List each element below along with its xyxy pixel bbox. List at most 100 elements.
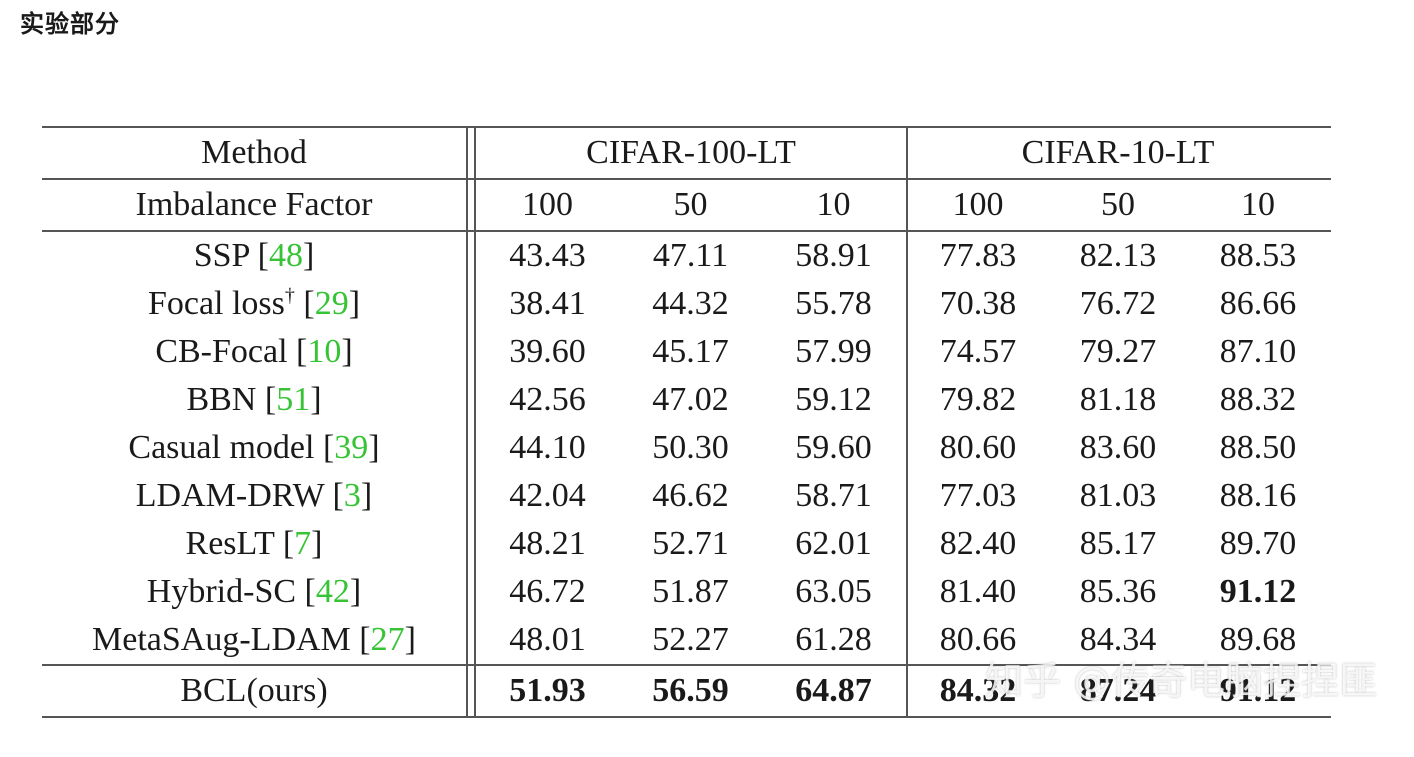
double-separator [466,280,476,328]
double-separator [466,232,476,280]
table-row: SSP [48] 43.43 47.11 58.91 77.83 82.13 88.53 [42,232,1331,280]
table-row: LDAM-DRW [3] 42.04 46.62 58.71 77.03 81.03 88.… [42,472,1331,520]
factor-cell: 50 [1101,186,1135,223]
header-row-factors: Imbalance Factor 100 50 10 100 50 10 [42,180,1331,230]
value-cell: 61.28 [795,621,872,658]
method-name: CB-Focal [10] [42,333,466,371]
citation-bracket: ] [302,237,315,274]
value-cell: 89.68 [1219,621,1297,658]
value-cell: 79.27 [1079,333,1157,370]
value-cell: 81.18 [1079,381,1157,418]
citation-bracket: [ [332,477,344,514]
value-cell: 89.70 [1219,525,1297,562]
citation-bracket: [ [304,573,316,610]
method-label: ResLT [185,525,283,562]
method-header: Method [201,134,307,171]
value-cell: 63.05 [795,573,872,610]
section-heading: 实验部分 [20,10,120,38]
value-cell: 38.41 [509,285,586,322]
imbalance-factor-label: Imbalance Factor [135,186,373,223]
method-name: SSP [48] [42,237,466,275]
method-name: Focal loss† [29] [42,285,466,323]
double-separator [466,180,476,230]
table-row-bcl: BCL(ours) 51.93 56.59 64.87 84.32 87.24 … [42,666,1331,716]
method-name: BBN [51] [42,381,466,419]
method-name: ResLT [7] [42,525,466,563]
top-rule [42,126,1331,128]
citation-bracket: ] [349,573,362,610]
value-cell: 91.12 [1219,573,1297,610]
citation-number: 51 [276,381,311,418]
method-name: LDAM-DRW [3] [42,477,466,515]
method-name: MetaSAug-LDAM [27] [42,621,466,659]
value-cell: 57.99 [795,333,872,370]
value-cell: 50.30 [652,429,729,466]
method-label: Hybrid-SC [146,573,305,610]
group-separator [906,232,908,280]
value-cell: 45.17 [652,333,729,370]
citation-bracket: [ [359,621,371,658]
method-label: MetaSAug-LDAM [92,621,360,658]
factor-cell: 10 [1241,186,1275,223]
value-cell: 82.13 [1079,237,1157,274]
value-cell: 48.21 [509,525,586,562]
citation-bracket: ] [368,429,380,466]
header-bottom-rule [42,230,1331,232]
factor-cell: 50 [673,186,708,223]
citation-number: 39 [334,429,369,466]
value-cell: 47.11 [652,237,729,274]
value-cell: 77.83 [939,237,1017,274]
group-separator [906,280,908,328]
citation-number: 3 [343,477,361,514]
value-cell: 52.27 [652,621,729,658]
double-separator [466,616,476,664]
table-body: SSP [48] 43.43 47.11 58.91 77.83 82.13 88.53 Fo… [42,232,1331,664]
value-cell: 74.57 [939,333,1017,370]
method-label: SSP [193,237,258,274]
citation-number: 27 [370,621,405,658]
group-separator [906,472,908,520]
value-cell: 58.91 [795,237,872,274]
method-name: Casual model [39] [42,429,466,467]
table-row: MetaSAug-LDAM [27] 48.01 52.27 61.28 80.66 84… [42,616,1331,664]
citation-bracket: [ [257,237,269,274]
dagger-mark: † [284,284,295,307]
group-separator [906,128,908,178]
value-cell: 81.03 [1079,477,1157,514]
double-separator [466,424,476,472]
citation-bracket: ] [360,477,373,514]
value-cell: 51.87 [652,573,729,610]
value-cell: 87.10 [1219,333,1297,370]
value-cell: 44.32 [652,285,729,322]
method-label: LDAM-DRW [135,477,333,514]
citation-bracket: ] [348,285,361,322]
table-row: Hybrid-SC [42] 46.72 51.87 63.05 81.40 85.36 9… [42,568,1331,616]
group-separator [906,328,908,376]
group-separator [906,180,908,230]
double-separator [466,666,476,716]
value-cell: 59.60 [795,429,872,466]
factor-cell: 100 [952,186,1004,223]
value-cell: 79.82 [939,381,1017,418]
value-cell: 76.72 [1079,285,1157,322]
double-separator [466,472,476,520]
citation-bracket: [ [294,285,315,322]
citation-bracket: [ [282,525,295,562]
value-cell: 91.12 [1219,672,1297,709]
double-separator [466,128,476,178]
factor-cell: 100 [522,186,573,223]
final-row-rule [42,664,1331,666]
header-mid-rule [42,178,1331,180]
value-cell: 59.12 [795,381,872,418]
method-name: Hybrid-SC [42] [42,573,466,611]
citation-number: 29 [314,285,349,322]
value-cell: 42.04 [509,477,586,514]
group-separator [906,520,908,568]
group-separator [906,424,908,472]
citation-bracket: ] [404,621,416,658]
factor-cell: 10 [816,186,851,223]
value-cell: 88.53 [1219,237,1297,274]
dataset-header-cifar100: CIFAR-100-LT [586,134,796,171]
value-cell: 51.93 [509,672,586,709]
value-cell: 64.87 [795,672,872,709]
